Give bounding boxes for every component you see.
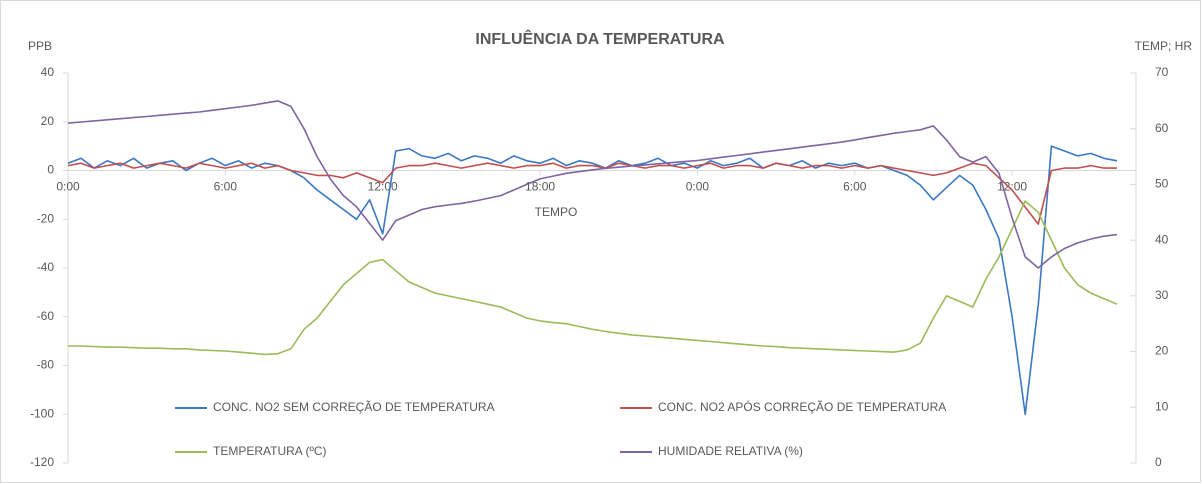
y2-tick-label: 20 (1155, 344, 1169, 358)
y-tick-label: -20 (37, 211, 55, 225)
x-tick-label: 18:00 (525, 180, 555, 194)
series-line (67, 162, 1117, 225)
y-tick-label: -100 (30, 406, 54, 420)
x-tick-label: 0:00 (56, 180, 80, 194)
y2-tick-label: 0 (1155, 455, 1162, 469)
chart-title: INFLUÊNCIA DA TEMPERATURA (475, 29, 725, 48)
y-tick-label: 0 (47, 163, 54, 177)
y2-tick-label: 70 (1155, 65, 1169, 79)
y-tick-label: 40 (41, 65, 55, 79)
legend-label: CONC. NO2 APÓS CORREÇÃO DE TEMPERATURA (658, 399, 946, 414)
legend-label: TEMPERATURA (ºC) (213, 444, 327, 458)
legend-label: CONC. NO2 SEM CORREÇÃO DE TEMPERATURA (213, 400, 495, 414)
y2-tick-label: 50 (1155, 177, 1169, 191)
x-axis-title: TEMPO (535, 205, 578, 219)
y2-tick-label: 10 (1155, 399, 1169, 413)
legend-label: HUMIDADE RELATIVA (%) (658, 444, 803, 458)
x-tick-label: 6:00 (214, 180, 238, 194)
y2-tick-label: 60 (1155, 121, 1169, 135)
y-tick-label: 20 (41, 114, 55, 128)
y-tick-label: -40 (37, 260, 55, 274)
y2-tick-label: 40 (1155, 232, 1169, 246)
y2-axis-title: TEMP; HR (1135, 39, 1193, 53)
y-tick-label: -80 (37, 358, 55, 372)
x-tick-label: 0:00 (686, 180, 710, 194)
y-tick-label: -120 (30, 455, 54, 469)
y-tick-label: -60 (37, 309, 55, 323)
x-tick-label: 6:00 (843, 180, 867, 194)
y2-tick-label: 30 (1155, 288, 1169, 302)
series-line (67, 100, 1118, 269)
y-axis-title: PPB (28, 39, 52, 53)
series-line (68, 200, 1118, 356)
series-line (67, 145, 1118, 416)
